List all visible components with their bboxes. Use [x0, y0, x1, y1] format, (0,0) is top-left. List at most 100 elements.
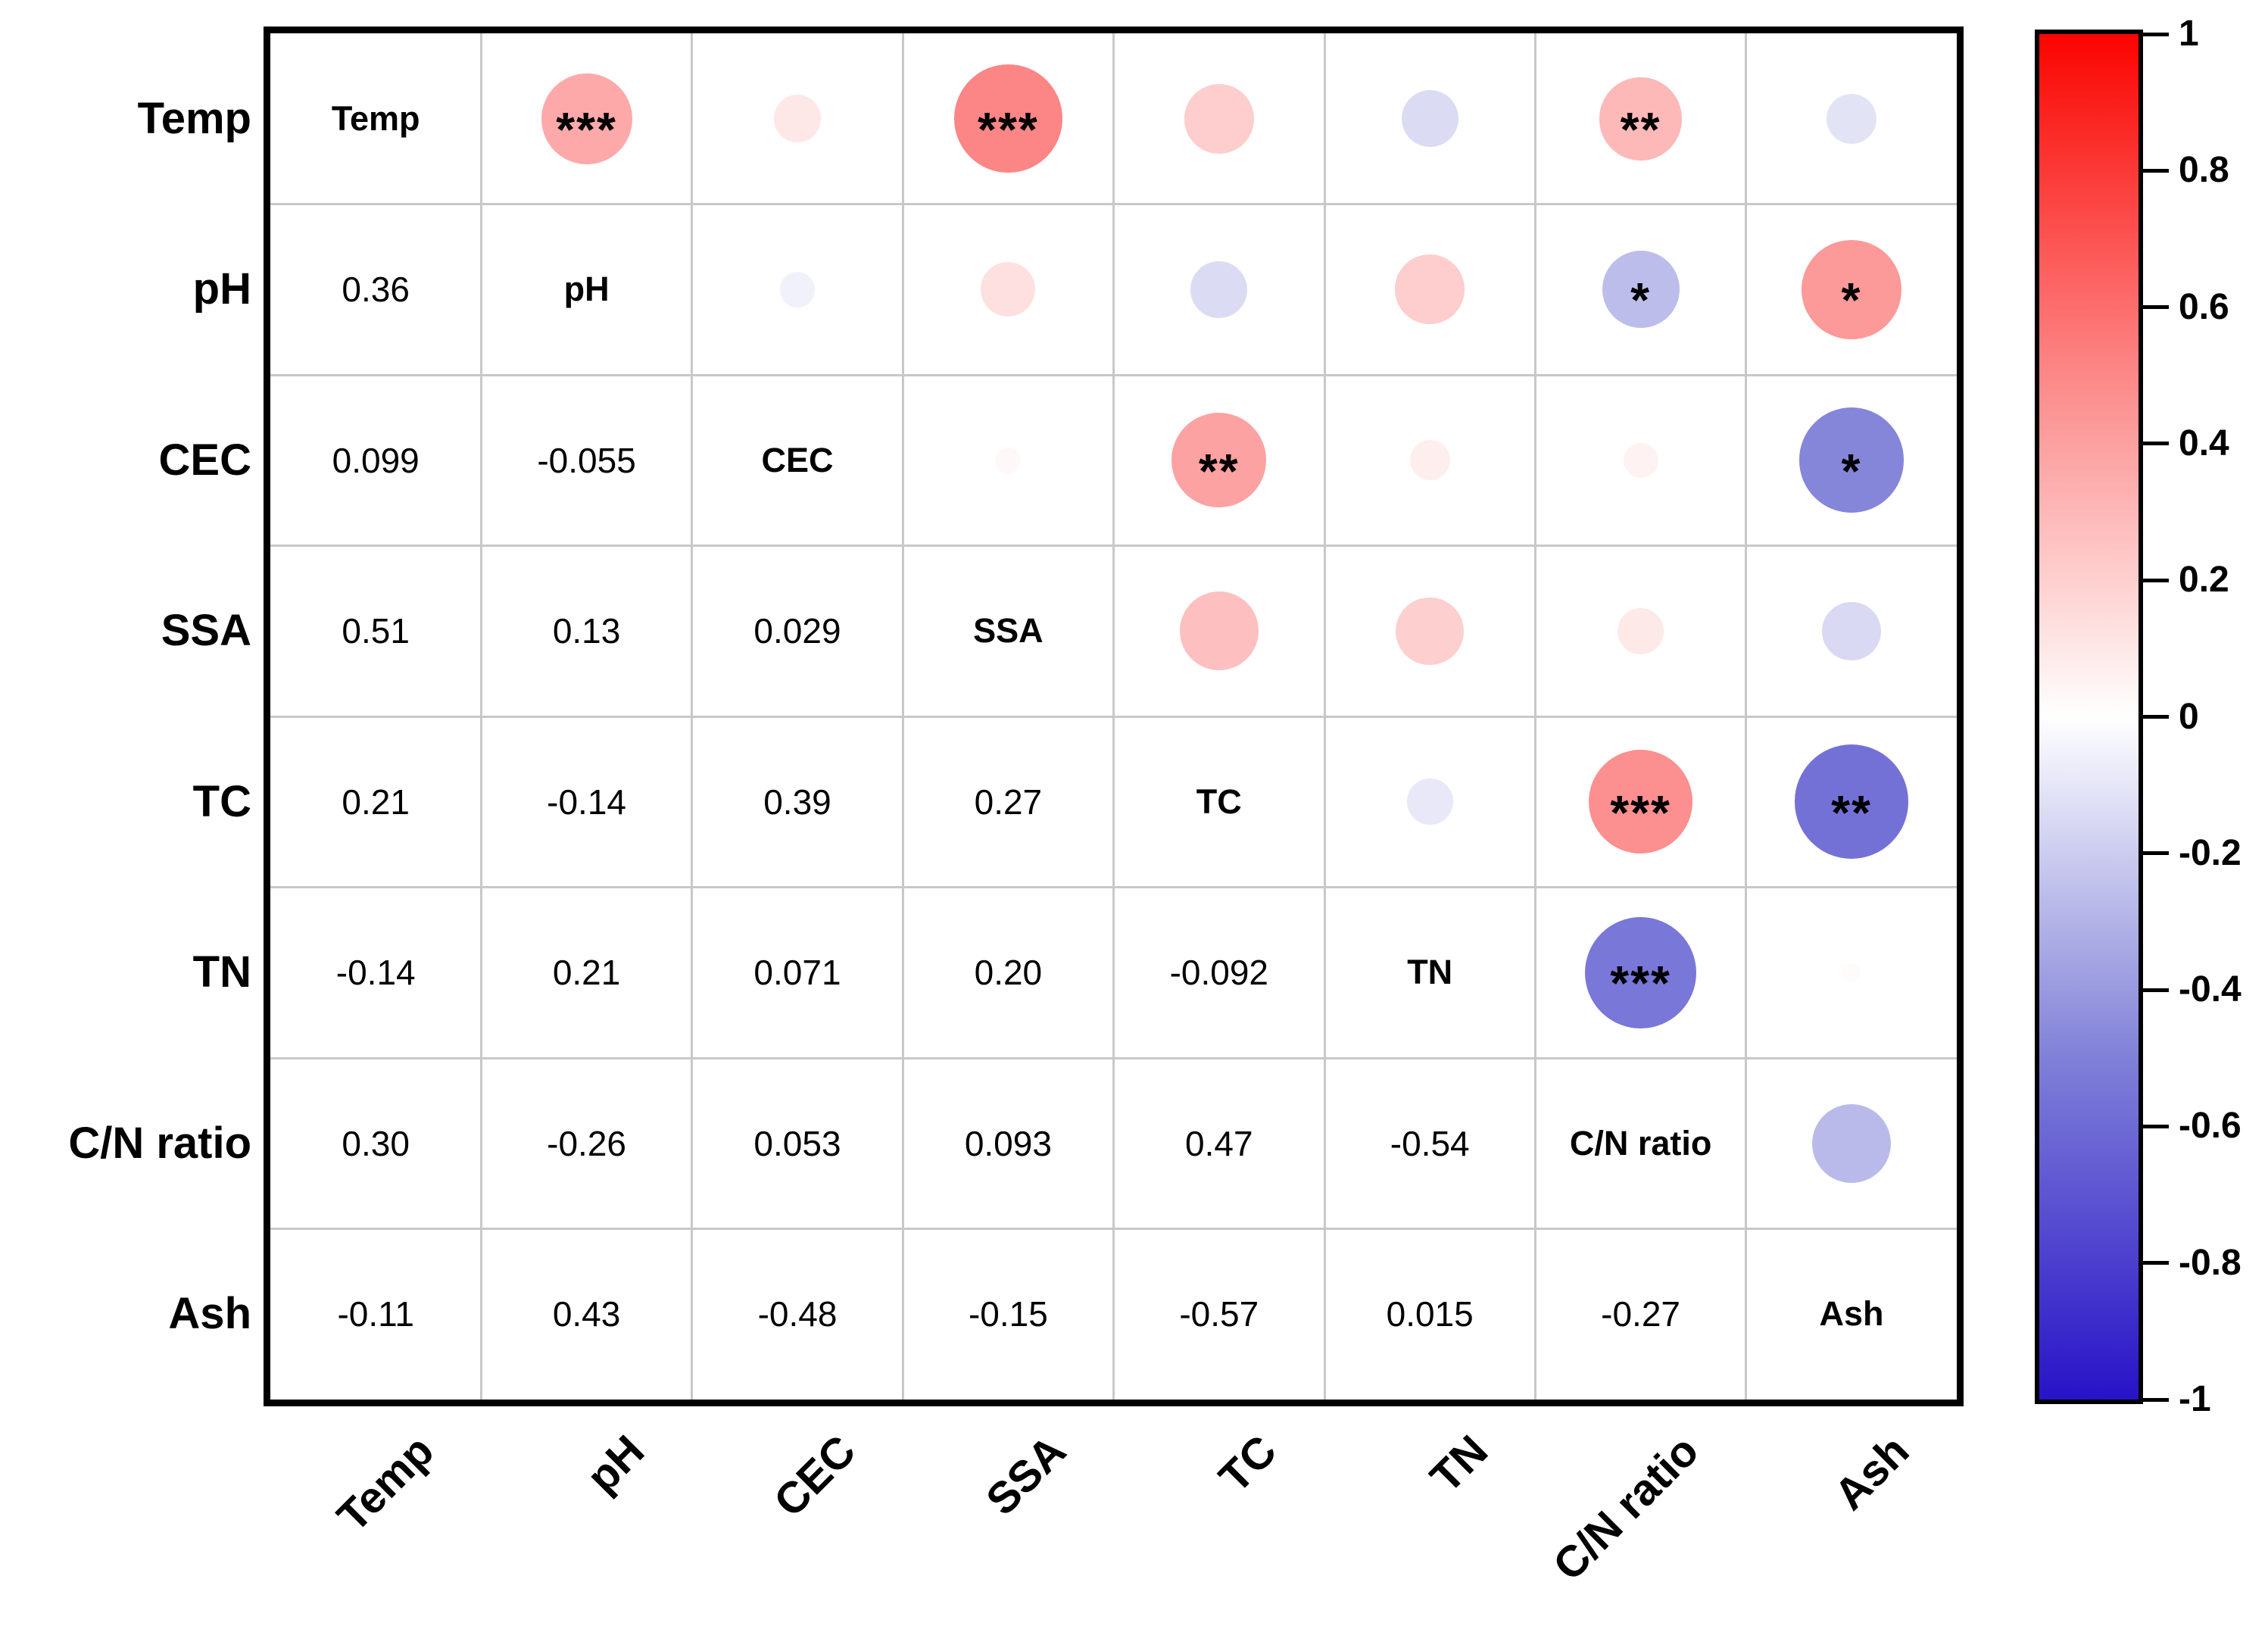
colorbar-tick — [2143, 305, 2169, 310]
col-label-Temp: Temp — [327, 1425, 444, 1542]
colorbar-tick-label: 0 — [2179, 696, 2199, 737]
colorbar-tick-label: 0.8 — [2179, 150, 2229, 191]
gridline-vertical — [1533, 33, 1536, 1400]
coef-cell-Ash-TC: -0.57 — [1179, 1294, 1259, 1334]
corr-circle-Temp-TC — [1184, 83, 1254, 154]
colorbar-tick-label: 0.4 — [2179, 423, 2229, 463]
coef-cell-SSA-pH: 0.13 — [552, 611, 621, 651]
corr-circle-Temp-Ash — [1826, 93, 1877, 144]
colorbar-gradient — [2035, 30, 2143, 1404]
colorbar-tick — [2143, 1261, 2169, 1265]
coef-cell-TN-Temp: -0.14 — [335, 953, 416, 993]
corr-circle-pH-Ash: * — [1802, 239, 1901, 339]
coef-cell-pH-Temp: 0.36 — [342, 270, 410, 310]
corr-circle-CEC-Ash: * — [1798, 407, 1905, 513]
coef-cell-C/N ratio-SSA: 0.093 — [964, 1123, 1052, 1163]
coef-cell-TC-pH: -0.14 — [547, 782, 627, 822]
coef-cell-CEC-pH: -0.055 — [537, 440, 636, 480]
coef-cell-C/N ratio-TC: 0.47 — [1185, 1123, 1253, 1163]
significance-stars: *** — [978, 101, 1039, 157]
coef-cell-TN-CEC: 0.071 — [753, 953, 841, 993]
coef-cell-SSA-CEC: 0.029 — [753, 611, 841, 651]
colorbar-tick-label: -0.2 — [2179, 832, 2241, 873]
gridline-horizontal — [270, 715, 1958, 718]
diagonal-cell-1: pH — [563, 270, 610, 309]
coef-cell-TC-CEC: 0.39 — [763, 782, 831, 822]
corr-circle-TC-Ash: ** — [1794, 744, 1909, 860]
coef-cell-Ash-C/N ratio: -0.27 — [1601, 1294, 1681, 1334]
coef-cell-Ash-Temp: -0.11 — [337, 1294, 414, 1334]
corr-circle-SSA-Ash — [1822, 601, 1881, 660]
corr-circle-pH-TN — [1395, 254, 1465, 325]
corr-circle-pH-CEC — [779, 271, 816, 307]
row-label-SSA: SSA — [161, 606, 251, 656]
colorbar-tick-label: -0.8 — [2179, 1242, 2241, 1283]
colorbar-tick — [2143, 1124, 2169, 1128]
col-label-pH: pH — [577, 1425, 654, 1503]
significance-stars: *** — [1610, 956, 1671, 1011]
row-label-Temp: Temp — [137, 93, 251, 143]
row-label-TN: TN — [192, 947, 251, 997]
significance-stars: * — [1841, 443, 1862, 498]
coef-cell-SSA-Temp: 0.51 — [342, 611, 410, 651]
significance-stars: ** — [1620, 101, 1661, 157]
coef-cell-C/N ratio-TN: -0.54 — [1390, 1123, 1470, 1163]
corr-circle-CEC-C/N ratio — [1623, 442, 1658, 478]
coef-cell-Ash-pH: 0.43 — [552, 1294, 621, 1334]
diagonal-cell-7: Ash — [1819, 1294, 1884, 1334]
coef-cell-Ash-SSA: -0.15 — [968, 1294, 1048, 1334]
corr-circle-pH-SSA — [981, 262, 1036, 317]
matrix-border — [264, 27, 1964, 1406]
corr-circle-pH-TC — [1190, 261, 1248, 318]
significance-stars: * — [1841, 273, 1862, 328]
colorbar-tick — [2143, 1397, 2169, 1402]
diagonal-cell-4: TC — [1196, 782, 1242, 821]
row-label-C/N ratio: C/N ratio — [68, 1118, 251, 1168]
diagonal-cell-0: Temp — [331, 98, 420, 138]
corr-circle-Temp-C/N ratio: ** — [1599, 76, 1683, 161]
significance-stars: *** — [556, 101, 617, 157]
significance-stars: * — [1630, 273, 1652, 328]
gridline-vertical — [1745, 33, 1748, 1400]
coef-cell-TC-SSA: 0.27 — [974, 782, 1043, 822]
corr-circle-pH-C/N ratio: * — [1602, 251, 1680, 329]
colorbar-tick — [2143, 988, 2169, 992]
corr-circle-SSA-TN — [1396, 597, 1464, 665]
coef-cell-Ash-TN: 0.015 — [1386, 1294, 1474, 1334]
corr-circle-SSA-TC — [1179, 591, 1259, 671]
diagonal-cell-2: CEC — [761, 440, 834, 479]
diagonal-cell-5: TN — [1407, 953, 1453, 992]
corr-circle-TC-C/N ratio: *** — [1589, 750, 1693, 854]
colorbar-tick-label: -0.6 — [2179, 1106, 2241, 1147]
gridline-vertical — [1323, 33, 1326, 1400]
corr-circle-Temp-SSA: *** — [953, 64, 1062, 173]
row-label-Ash: Ash — [168, 1289, 251, 1339]
corr-circle-TC-TN — [1406, 779, 1453, 825]
corr-circle-TN-C/N ratio: *** — [1585, 916, 1697, 1028]
corr-circle-TN-Ash — [1842, 963, 1861, 982]
corr-circle-Temp-CEC — [773, 95, 822, 143]
col-label-CEC: CEC — [764, 1425, 865, 1527]
row-label-TC: TC — [192, 776, 251, 826]
coef-cell-Ash-CEC: -0.48 — [757, 1294, 838, 1334]
diagonal-cell-6: C/N ratio — [1569, 1123, 1712, 1162]
coef-cell-TN-TC: -0.092 — [1169, 953, 1268, 993]
corr-circle-SSA-C/N ratio — [1618, 607, 1664, 654]
col-label-Ash: Ash — [1825, 1425, 1919, 1520]
significance-stars: ** — [1831, 785, 1872, 840]
coef-cell-TC-Temp: 0.21 — [342, 782, 410, 822]
colorbar-tick-label: 0.2 — [2179, 560, 2229, 601]
row-label-CEC: CEC — [158, 435, 251, 485]
coef-cell-C/N ratio-pH: -0.26 — [547, 1123, 627, 1163]
corr-circle-CEC-SSA — [995, 447, 1022, 473]
corr-circle-Temp-TN — [1401, 90, 1458, 148]
colorbar-tick-label: -1 — [2179, 1379, 2211, 1419]
corr-circle-CEC-TN — [1409, 440, 1450, 481]
corr-circle-Temp-pH: *** — [541, 73, 632, 164]
significance-stars: *** — [1610, 785, 1671, 840]
coef-cell-C/N ratio-CEC: 0.053 — [753, 1123, 841, 1163]
colorbar-tick — [2143, 715, 2169, 719]
coef-cell-C/N ratio-Temp: 0.30 — [342, 1123, 410, 1163]
colorbar-tick — [2143, 578, 2169, 582]
